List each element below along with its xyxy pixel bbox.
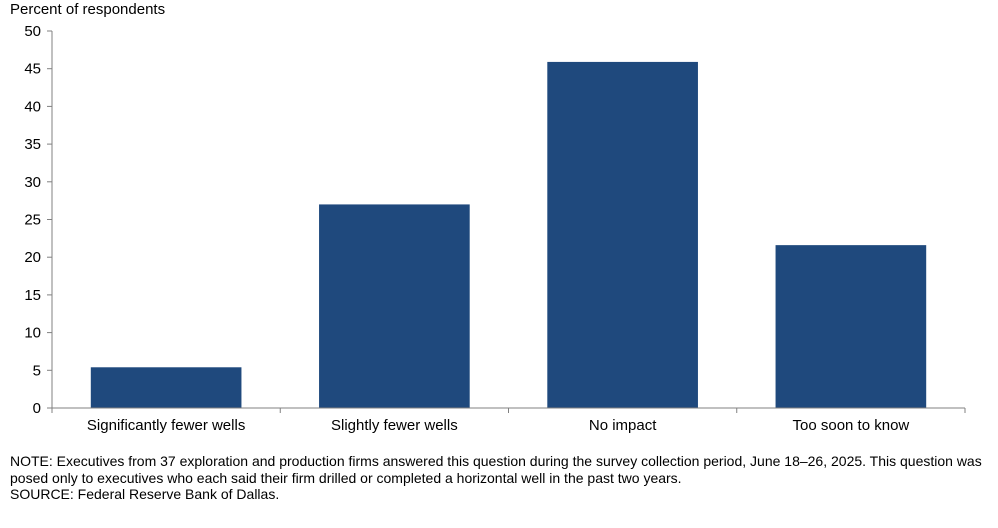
source-text: SOURCE: Federal Reserve Bank of Dallas. xyxy=(10,486,280,502)
note-text: NOTE: Executives from 37 exploration and… xyxy=(10,453,982,486)
y-tick-label: 50 xyxy=(24,23,41,40)
x-category-label: Significantly fewer wells xyxy=(87,417,245,434)
y-tick-label: 5 xyxy=(33,362,41,379)
y-tick-label: 45 xyxy=(24,61,41,78)
bar-no-impact xyxy=(547,61,698,408)
y-tick-label: 40 xyxy=(24,98,41,115)
bar-significantly-fewer-wells xyxy=(90,367,242,408)
y-tick-label: 10 xyxy=(24,325,41,342)
notes-section: NOTE: Executives from 37 exploration and… xyxy=(10,453,990,503)
x-axis-ticks xyxy=(51,408,966,413)
x-category-label: No impact xyxy=(589,417,657,434)
y-tick-label: 20 xyxy=(24,249,41,266)
bar-slightly-fewer-wells xyxy=(319,204,470,408)
bar-chart: Percent of respondents 0 5 10 15 20 25 30 35 40 4… xyxy=(10,1,966,434)
y-tick-label: 25 xyxy=(24,212,41,229)
y-axis-label: Percent of respondents xyxy=(10,1,165,18)
y-tick-label: 30 xyxy=(24,174,41,191)
bars xyxy=(90,61,927,408)
y-tick-label: 0 xyxy=(33,400,41,417)
x-axis-labels: Significantly fewer wells Slightly fewer … xyxy=(87,417,909,434)
bar-too-soon-to-know xyxy=(775,245,927,408)
x-category-label: Too soon to know xyxy=(793,417,910,434)
y-tick-label: 35 xyxy=(24,136,41,153)
y-tick-label: 15 xyxy=(24,287,41,304)
x-category-label: Slightly fewer wells xyxy=(331,417,458,434)
y-axis-ticks: 0 5 10 15 20 25 30 35 40 45 50 xyxy=(24,23,52,417)
